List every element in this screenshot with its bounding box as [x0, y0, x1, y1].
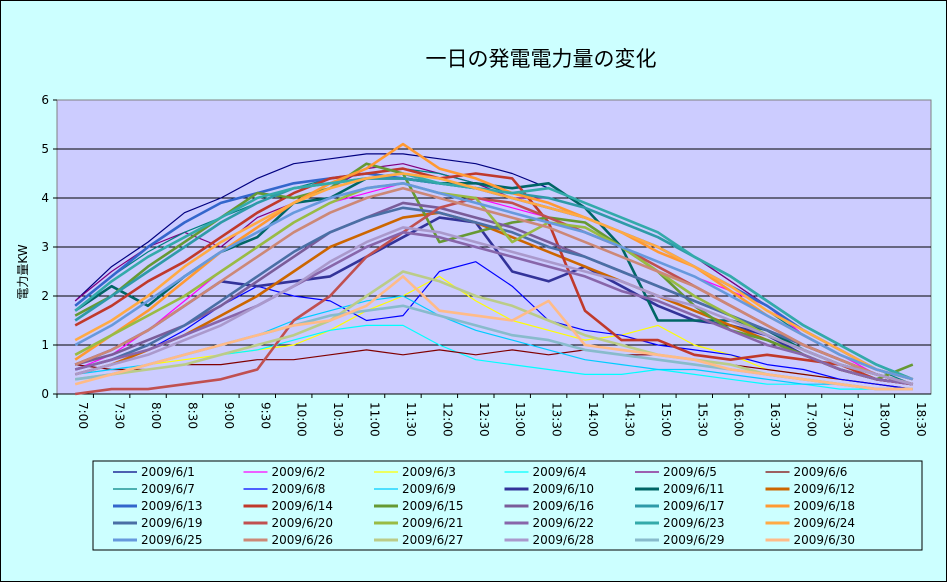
series-line-2009-6-24	[74, 172, 914, 381]
series-line-2009-6-19	[74, 206, 914, 386]
legend-label: 2009/6/7	[141, 482, 195, 496]
x-tick-label: 7:30	[113, 402, 127, 429]
x-tick-label: 12:00	[440, 402, 454, 437]
x-tick-label: 14:00	[586, 402, 600, 437]
legend: 2009/6/1 2009/6/2 2009/6/3 2009/6/4 2009/6/5…	[113, 465, 855, 547]
legend-label: 2009/6/12	[794, 482, 856, 496]
y-tick-label: 1	[41, 338, 49, 352]
y-axis: 0 1 2 3 4 5 6	[41, 93, 57, 401]
x-tick-label: 11:00	[368, 402, 382, 437]
legend-label: 2009/6/11	[663, 482, 725, 496]
x-tick-label: 10:30	[331, 402, 345, 437]
y-axis-label: 電力量KW	[16, 244, 30, 299]
x-tick-label: 13:00	[513, 402, 527, 437]
x-tick-label: 8:30	[185, 402, 199, 429]
x-tick-label: 18:00	[877, 402, 891, 437]
legend-label: 2009/6/24	[794, 516, 856, 530]
legend-label: 2009/6/28	[533, 533, 595, 547]
legend-label: 2009/6/18	[794, 499, 856, 513]
legend-label: 2009/6/23	[663, 516, 725, 530]
x-tick-label: 18:30	[914, 402, 928, 437]
legend-label: 2009/6/25	[141, 533, 203, 547]
x-tick-label: 10:00	[295, 402, 309, 437]
legend-label: 2009/6/19	[141, 516, 203, 530]
series-line-2009-6-23	[74, 172, 914, 381]
legend-label: 2009/6/22	[533, 516, 595, 530]
legend-label: 2009/6/13	[141, 499, 203, 513]
x-tick-label: 15:30	[695, 402, 709, 437]
chart-title: 一日の発電電力量の変化	[425, 47, 657, 71]
legend-label: 2009/6/15	[402, 499, 464, 513]
x-tick-label: 14:30	[622, 402, 636, 437]
series-line-2009-6-14	[74, 167, 913, 386]
x-tick-label: 17:30	[841, 402, 855, 437]
legend-label: 2009/6/4	[533, 465, 587, 479]
legend-label: 2009/6/26	[272, 533, 334, 547]
legend-label: 2009/6/21	[402, 516, 464, 530]
legend-label: 2009/6/16	[533, 499, 595, 513]
legend-label: 2009/6/9	[402, 482, 456, 496]
series-line-2009-6-25	[74, 182, 914, 381]
legend-label: 2009/6/20	[272, 516, 334, 530]
x-tick-label: 9:00	[222, 402, 236, 429]
legend-label: 2009/6/29	[663, 533, 725, 547]
x-tick-label: 7:00	[76, 402, 90, 429]
legend-label: 2009/6/27	[402, 533, 464, 547]
legend-label: 2009/6/14	[272, 499, 334, 513]
x-tick-label: 11:30	[404, 402, 418, 437]
y-tick-label: 2	[41, 289, 49, 303]
x-tick-label: 9:30	[258, 402, 272, 429]
x-tick-label: 12:30	[477, 402, 491, 437]
y-tick-label: 4	[41, 191, 49, 205]
legend-label: 2009/6/1	[141, 465, 195, 479]
x-tick-label: 8:00	[149, 402, 163, 429]
legend-label: 2009/6/17	[663, 499, 725, 513]
x-axis: 7:00 7:30 8:00 8:30 9:00 9:30 10:00 10:30 11:00 1…	[56, 393, 931, 437]
series-lines	[74, 142, 914, 396]
legend-label: 2009/6/30	[794, 533, 856, 547]
x-tick-label: 17:00	[805, 402, 819, 437]
y-tick-label: 0	[41, 387, 49, 401]
x-tick-label: 13:30	[550, 402, 564, 437]
legend-label: 2009/6/5	[663, 465, 717, 479]
legend-label: 2009/6/6	[794, 465, 848, 479]
x-tick-label: 16:30	[768, 402, 782, 437]
legend-label: 2009/6/10	[533, 482, 595, 496]
y-tick-label: 5	[41, 142, 49, 156]
series-line-2009-6-6	[75, 349, 913, 390]
series-line-2009-6-26	[74, 186, 914, 386]
x-tick-label: 15:00	[659, 402, 673, 437]
series-line-2009-6-22	[74, 231, 913, 386]
legend-label: 2009/6/2	[272, 465, 326, 479]
legend-label: 2009/6/3	[402, 465, 456, 479]
series-line-2009-6-30	[74, 275, 913, 391]
legend-label: 2009/6/8	[272, 482, 326, 496]
series-line-2009-6-28	[74, 226, 914, 386]
y-tick-label: 3	[41, 240, 49, 254]
y-tick-label: 6	[41, 93, 49, 107]
x-tick-label: 16:00	[732, 402, 746, 437]
